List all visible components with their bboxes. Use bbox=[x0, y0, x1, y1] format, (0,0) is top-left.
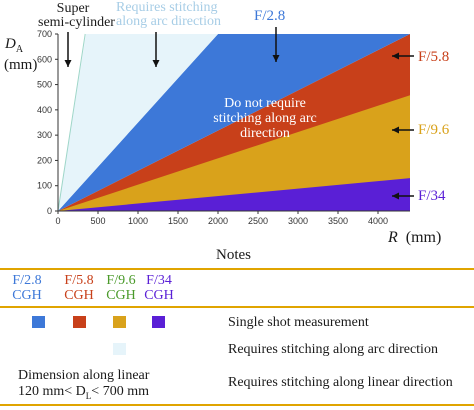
x-tick-label-3500: 3500 bbox=[328, 216, 348, 226]
annotation-f58: F/5.8 bbox=[418, 49, 450, 65]
arrow-f28-head bbox=[272, 55, 280, 62]
legend-linear-stitching: Requires stitching along linear directio… bbox=[228, 375, 453, 390]
arrow-layer bbox=[64, 27, 414, 200]
y-tick-label-400: 400 bbox=[37, 105, 52, 115]
legend-single-shot: Single shot measurement bbox=[228, 315, 369, 330]
swatch-f96 bbox=[113, 316, 126, 328]
annotation-f34: F/34 bbox=[418, 188, 446, 204]
notes-mid-rule bbox=[0, 306, 474, 308]
x-tick-label-3000: 3000 bbox=[288, 216, 308, 226]
x-tick-label-1000: 1000 bbox=[128, 216, 148, 226]
y-tick-label-500: 500 bbox=[37, 80, 52, 90]
y-tick-label-600: 600 bbox=[37, 54, 52, 64]
y-tick-label-200: 200 bbox=[37, 155, 52, 165]
cgh-f28: F/2.8 CGH bbox=[12, 273, 42, 303]
dimension-note: Dimension along linear 120 mm< DL< 700 m… bbox=[18, 368, 150, 401]
cgh-f58: F/5.8 CGH bbox=[64, 273, 94, 303]
arrow-arc-head bbox=[152, 60, 160, 67]
notes-top-rule bbox=[0, 268, 474, 270]
swatch-f28 bbox=[32, 316, 45, 328]
x-axis-label: R (mm) bbox=[388, 229, 442, 246]
swatch-f58 bbox=[73, 316, 86, 328]
swatch-arc bbox=[113, 343, 126, 355]
series-area-f34 bbox=[58, 178, 410, 211]
series-area-f28 bbox=[58, 34, 410, 211]
region-label: Do not require stitching along arc direc… bbox=[213, 96, 317, 141]
arrow-super-head bbox=[64, 60, 72, 67]
annotation-super-semi-cylinder: Super semi-cylinder bbox=[38, 1, 115, 30]
x-tick-label-1500: 1500 bbox=[168, 216, 188, 226]
legend-arc-stitching: Requires stitching along arc direction bbox=[228, 342, 438, 357]
arrow-f58-head bbox=[392, 52, 399, 60]
axis-layer: 0 100 200 300 400 500 600 700 0 500 1000 1500 2000 25… bbox=[37, 29, 410, 226]
series-layer bbox=[57, 33, 410, 212]
y-tick-label-0: 0 bbox=[47, 206, 52, 216]
series-area-arc bbox=[58, 34, 218, 211]
arrow-f96-head bbox=[392, 126, 399, 134]
x-tick-label-4000: 4000 bbox=[368, 216, 388, 226]
y-tick-label-300: 300 bbox=[37, 130, 52, 140]
swatch-f34 bbox=[152, 316, 165, 328]
y-tick-label-700: 700 bbox=[37, 29, 52, 39]
x-tick-label-2500: 2500 bbox=[248, 216, 268, 226]
notes-title: Notes bbox=[216, 247, 251, 263]
annotation-f28: F/2.8 bbox=[254, 8, 286, 24]
y-axis-unit: (mm) bbox=[4, 57, 38, 73]
x-tick-label-2000: 2000 bbox=[208, 216, 228, 226]
arrow-f34-head bbox=[392, 192, 399, 200]
notes-bottom-rule bbox=[0, 404, 474, 406]
annotation-f96: F/9.6 bbox=[418, 122, 450, 138]
cgh-f34: F/34 CGH bbox=[144, 273, 174, 303]
super-boundary-line bbox=[57, 33, 86, 212]
cgh-f96: F/9.6 CGH bbox=[106, 273, 136, 303]
annotation-arc-stitching: Requires stitching along arc direction bbox=[116, 0, 221, 29]
y-tick-label-100: 100 bbox=[37, 181, 52, 191]
x-tick-label-0: 0 bbox=[55, 216, 60, 226]
series-area-f96 bbox=[58, 95, 410, 211]
y-axis-label: DA bbox=[5, 36, 24, 55]
x-tick-label-500: 500 bbox=[90, 216, 105, 226]
